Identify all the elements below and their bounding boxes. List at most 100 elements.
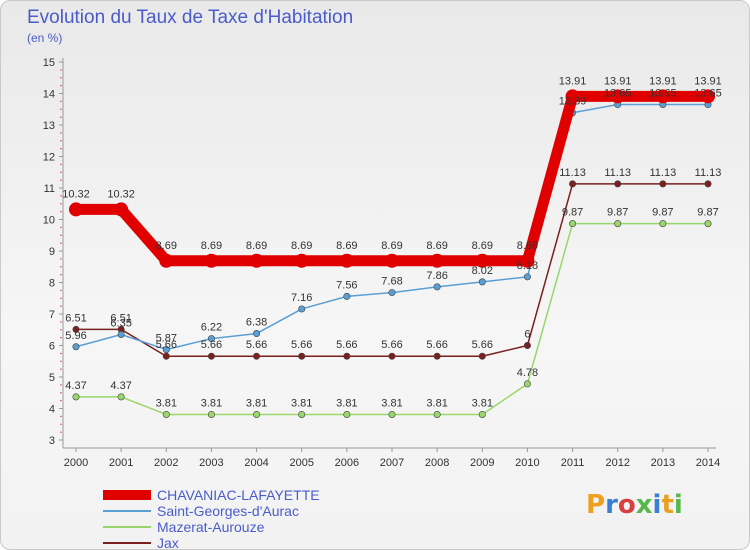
data-point xyxy=(478,278,486,286)
y-tick-label: 7 xyxy=(49,309,55,321)
data-label: 8.69 xyxy=(426,240,447,252)
y-tick-label: 12 xyxy=(43,152,55,164)
legend-label: CHAVANIAC-LAFAYETTE xyxy=(157,487,320,503)
y-minor-tick xyxy=(60,147,62,150)
data-label: 3.81 xyxy=(381,397,402,409)
data-label: 10.32 xyxy=(62,188,90,200)
data-label: 8.69 xyxy=(336,240,357,252)
x-tick-label: 2001 xyxy=(109,457,133,469)
data-point xyxy=(701,89,715,104)
y-minor-tick xyxy=(60,384,62,386)
y-tick-label: 4 xyxy=(49,404,55,416)
data-point xyxy=(388,410,396,418)
y-minor-tick xyxy=(60,423,62,426)
data-label: 7.56 xyxy=(336,279,357,291)
data-label: 8.69 xyxy=(381,240,402,252)
y-minor-tick xyxy=(60,305,62,307)
data-label: 6.51 xyxy=(65,312,86,324)
y-tick-label: 3 xyxy=(49,435,55,447)
data-point xyxy=(478,410,486,418)
data-label: 5.66 xyxy=(201,339,222,351)
data-label: 5.87 xyxy=(156,333,177,345)
y-tick-label: 9 xyxy=(49,246,55,258)
y-minor-tick xyxy=(60,171,62,174)
x-tick-label: 2010 xyxy=(515,457,539,469)
x-tick-label: 2013 xyxy=(651,457,675,469)
data-label: 6 xyxy=(524,329,530,341)
series-line-1 xyxy=(75,103,709,351)
x-tick-label: 2005 xyxy=(289,457,313,469)
data-label: 9.87 xyxy=(607,207,628,219)
data-label: 13.91 xyxy=(694,75,722,87)
data-point xyxy=(704,180,712,188)
data-point xyxy=(433,352,441,360)
data-label: 9.87 xyxy=(652,207,673,219)
data-label: 13.65 xyxy=(649,88,677,100)
data-point xyxy=(565,89,580,104)
data-label: 13.65 xyxy=(604,88,632,100)
data-point xyxy=(614,220,622,228)
y-minor-tick xyxy=(60,360,62,363)
data-label: 10.32 xyxy=(107,188,135,200)
y-tick-label: 10 xyxy=(43,215,55,227)
data-point xyxy=(388,289,396,297)
data-label: 5.96 xyxy=(65,330,86,342)
data-label: 6.51 xyxy=(110,312,131,324)
x-tick-label: 2008 xyxy=(425,457,449,469)
data-point xyxy=(523,380,531,388)
data-point xyxy=(475,253,490,268)
x-tick-label: 2014 xyxy=(696,457,720,469)
data-point xyxy=(72,393,80,401)
y-minor-tick xyxy=(60,132,62,134)
data-point xyxy=(343,410,351,418)
y-minor-tick xyxy=(60,195,62,197)
data-point xyxy=(253,330,261,338)
data-point xyxy=(294,253,309,268)
data-point xyxy=(117,330,125,338)
data-point xyxy=(659,220,667,228)
legend-label: Saint-Georges-d'Aurac xyxy=(157,503,299,519)
y-tick-label: 14 xyxy=(43,89,55,101)
data-point xyxy=(253,352,261,360)
data-label: 3.81 xyxy=(246,397,267,409)
data-point xyxy=(614,180,622,188)
data-label: 3.81 xyxy=(426,397,447,409)
y-minor-tick xyxy=(60,368,62,370)
data-label: 8.69 xyxy=(156,240,177,252)
data-label: 11.13 xyxy=(695,167,722,179)
y-tick-label: 8 xyxy=(49,278,55,290)
data-label: 3.81 xyxy=(201,397,222,409)
y-minor-tick xyxy=(60,352,62,355)
data-point xyxy=(343,292,351,300)
data-point xyxy=(433,410,441,418)
data-point xyxy=(114,202,129,217)
data-point xyxy=(343,352,351,360)
data-label: 8.69 xyxy=(472,240,493,252)
data-label: 5.66 xyxy=(381,339,402,351)
data-point xyxy=(72,325,80,333)
x-tick-label: 2011 xyxy=(561,457,585,469)
data-label: 4.37 xyxy=(65,380,86,392)
data-point xyxy=(388,352,396,360)
data-label: 7.68 xyxy=(381,276,402,288)
x-tick-label: 2000 xyxy=(64,457,88,469)
data-point xyxy=(69,202,83,217)
data-point xyxy=(610,89,625,104)
data-point xyxy=(207,410,215,418)
y-minor-tick xyxy=(60,336,62,339)
data-label: 13.91 xyxy=(559,75,587,87)
y-minor-tick xyxy=(60,391,62,394)
x-tick-label: 2003 xyxy=(199,457,223,469)
data-label: 5.66 xyxy=(156,339,177,351)
legend-label: Mazerat-Aurouze xyxy=(157,519,265,535)
data-point xyxy=(298,410,306,418)
data-point xyxy=(117,393,125,401)
data-label: 7.86 xyxy=(426,270,447,282)
data-point xyxy=(204,253,219,268)
data-point xyxy=(162,346,170,354)
y-minor-tick xyxy=(60,415,62,418)
series-line-2 xyxy=(75,222,709,416)
data-label: 11.13 xyxy=(649,167,676,179)
y-minor-tick xyxy=(60,431,62,433)
y-minor-tick xyxy=(60,234,62,237)
